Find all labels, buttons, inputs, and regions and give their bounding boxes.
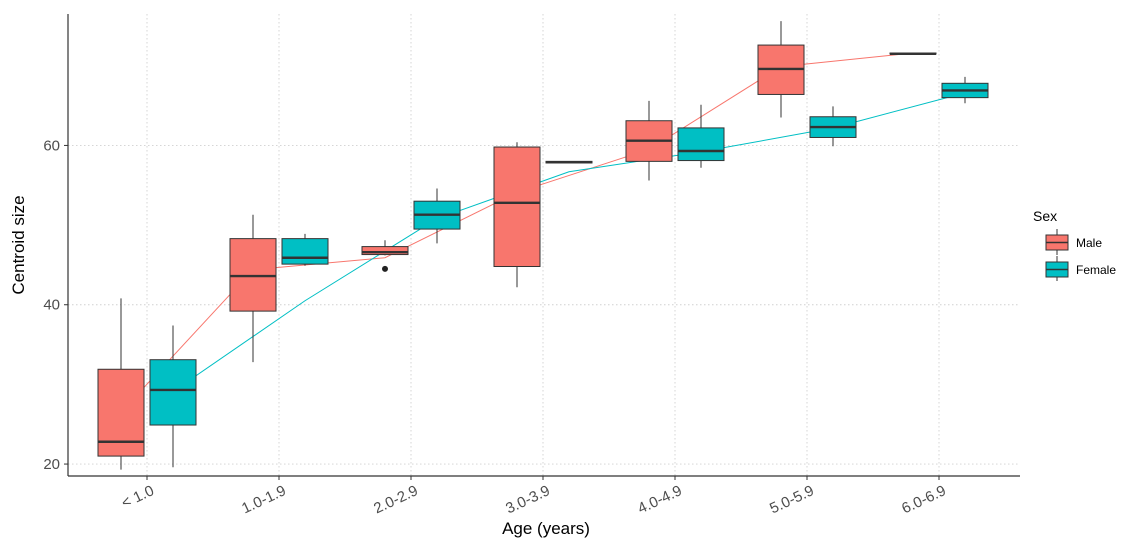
y-axis-title: Centroid size bbox=[9, 195, 28, 294]
box-male-6-0-6-9 bbox=[889, 52, 937, 56]
x-tick-label-5-0-5-9: 5.0-5.9 bbox=[767, 482, 817, 517]
box-marks bbox=[97, 21, 989, 470]
axes bbox=[67, 14, 1020, 477]
y-tick-label-40: 40 bbox=[43, 297, 60, 314]
legend-title: Sex bbox=[1033, 208, 1057, 224]
box-female-1-0 bbox=[149, 325, 197, 468]
box-female-4-0-4-9 bbox=[677, 104, 725, 168]
box-iqr-male bbox=[493, 146, 541, 268]
box-iqr-female bbox=[149, 359, 197, 426]
box-female-5-0-5-9 bbox=[809, 106, 857, 147]
box-male-1-0-1-9 bbox=[229, 214, 277, 363]
box-iqr-female bbox=[677, 127, 725, 162]
box-male-2-0-2-9 bbox=[361, 240, 409, 272]
box-male-3-0-3-9 bbox=[493, 142, 541, 288]
box-female-1-0-1-9 bbox=[281, 233, 329, 266]
grid-lines bbox=[68, 14, 1020, 476]
y-tick-label-20: 20 bbox=[43, 456, 60, 473]
box-male-4-0-4-9 bbox=[625, 100, 673, 181]
y-ticks: 20 40 60 bbox=[43, 137, 68, 473]
x-axis-title: Age (years) bbox=[502, 519, 590, 538]
x-tick-label-1-0: < 1.0 bbox=[119, 482, 157, 512]
legend-label-male: Male bbox=[1076, 236, 1102, 250]
legend-item-male: Male bbox=[1045, 229, 1102, 255]
box-iqr-male bbox=[361, 246, 409, 256]
box-iqr-male bbox=[97, 368, 145, 457]
x-tick-label-4-0-4-9: 4.0-4.9 bbox=[635, 482, 685, 517]
y-tick-label-60: 60 bbox=[43, 137, 60, 154]
x-tick-label-1-0-1-9: 1.0-1.9 bbox=[239, 482, 289, 517]
box-female-2-0-2-9 bbox=[413, 188, 461, 244]
box-female-3-0-3-9 bbox=[545, 160, 593, 164]
legend-label-female: Female bbox=[1076, 263, 1116, 277]
box-male-1-0 bbox=[97, 298, 145, 470]
legend: Sex Male Female bbox=[1033, 208, 1116, 281]
x-tick-label-6-0-6-9: 6.0-6.9 bbox=[899, 482, 949, 517]
box-male-5-0-5-9 bbox=[757, 21, 805, 118]
x-tick-label-2-0-2-9: 2.0-2.9 bbox=[371, 482, 421, 517]
legend-item-female: Female bbox=[1045, 256, 1116, 281]
x-ticks: < 1.0 1.0-1.9 2.0-2.9 3.0-3.9 4.0-4.9 5.0-5.9… bbox=[119, 476, 949, 517]
outlier-point-male bbox=[382, 265, 388, 272]
x-tick-label-3-0-3-9: 3.0-3.9 bbox=[503, 482, 553, 517]
box-iqr-female bbox=[281, 238, 329, 265]
box-female-6-0-6-9 bbox=[941, 76, 989, 104]
